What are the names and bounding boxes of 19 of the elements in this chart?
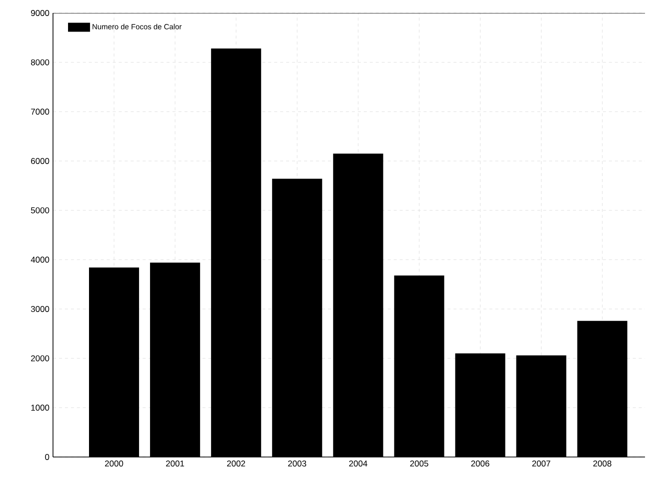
x-tick-label: 2006 [471,460,490,467]
y-tick-label: 8000 [31,59,50,66]
y-tick-label: 4000 [30,256,50,263]
x-tick-label: 2008 [593,460,612,467]
y-tick-label: 7000 [31,108,50,115]
y-tick-label: 5000 [30,207,50,214]
y-tick-label: 1000 [31,404,50,411]
y-tick-label: 3000 [30,306,50,312]
x-tick-label: 2002 [227,460,246,467]
x-tick-label: 2001 [166,460,184,467]
x-tick-label: 2004 [349,460,368,467]
y-tick-label: 9000 [31,10,50,16]
y-tick-label: 2000 [31,355,50,362]
x-tick-label: 2005 [410,460,428,467]
x-tick-label: 2003 [288,460,306,467]
x-tick-label: 2007 [532,460,550,467]
y-tick-label: 0 [45,454,50,460]
x-tick-label: 2000 [105,460,124,467]
y-tick-label: 6000 [31,158,50,164]
